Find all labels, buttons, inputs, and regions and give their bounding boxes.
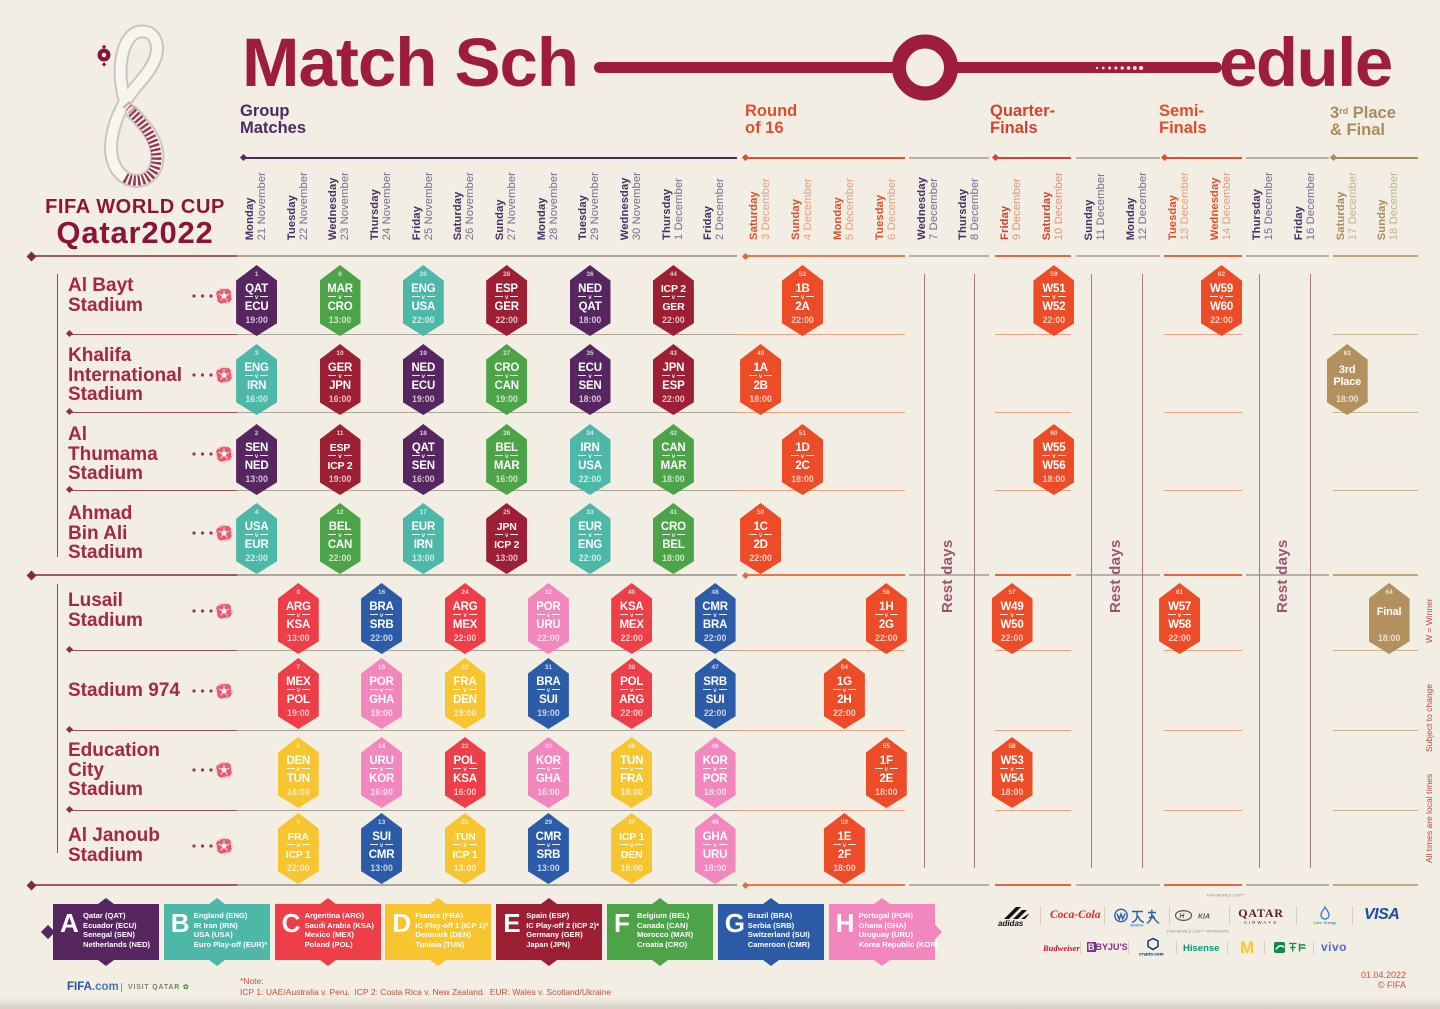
svg-text:WANDA: WANDA bbox=[1130, 924, 1144, 928]
svg-text:KIA: KIA bbox=[1198, 914, 1210, 921]
svg-text:crypto.com: crypto.com bbox=[1139, 952, 1164, 957]
svg-text:Energy: Energy bbox=[1324, 921, 1336, 925]
svg-text:Qatar: Qatar bbox=[1313, 921, 1323, 925]
svg-text:adidas: adidas bbox=[998, 919, 1024, 927]
